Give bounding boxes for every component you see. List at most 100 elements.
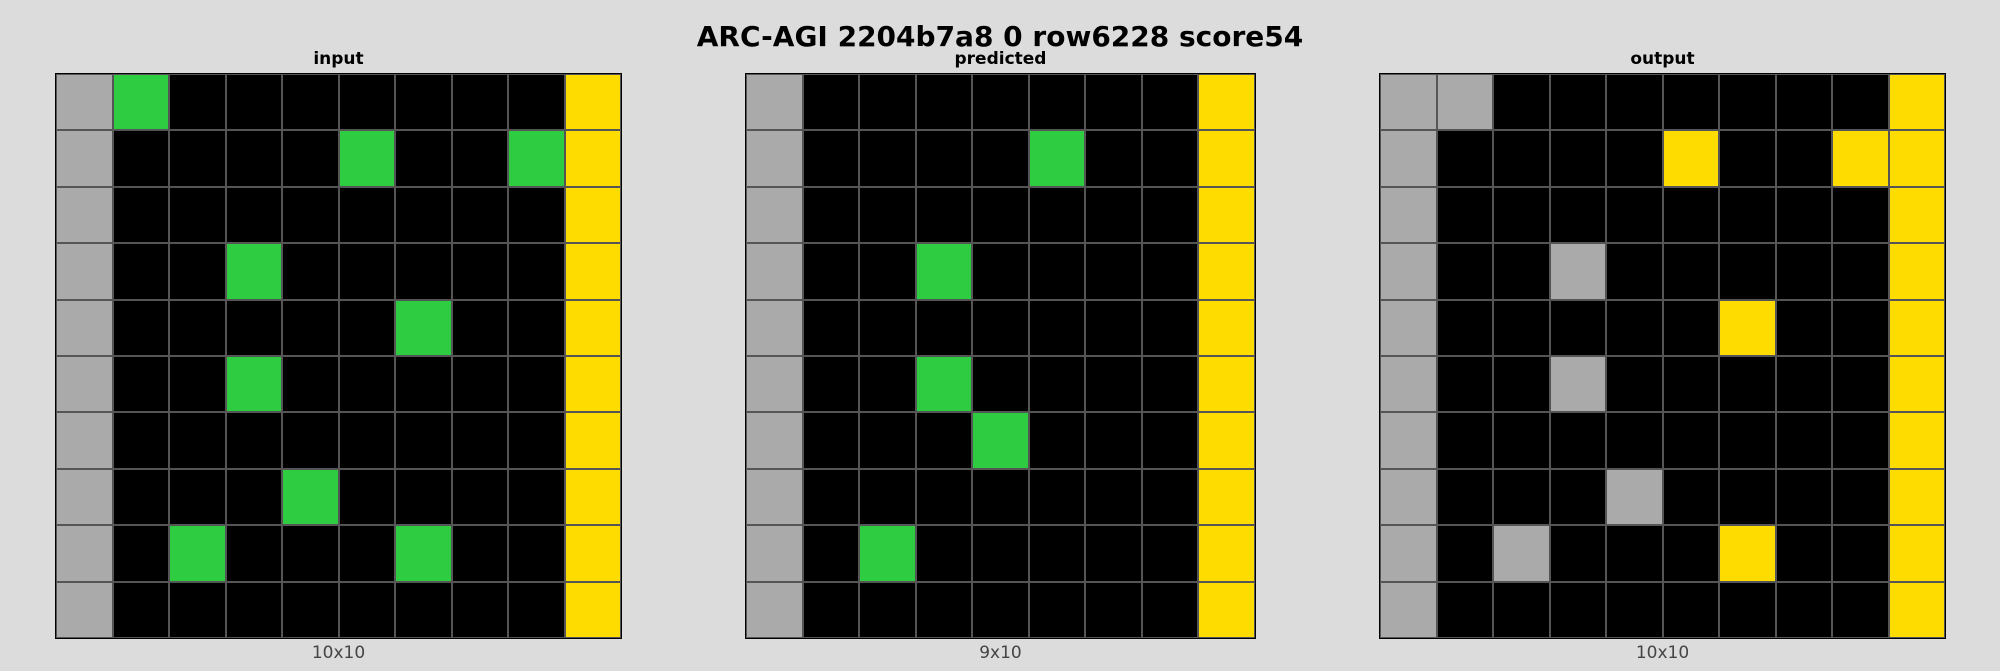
grid-cell [746,412,803,469]
grid-cell [395,74,452,131]
grid-cell [1028,243,1086,300]
grid-cell [1606,186,1663,244]
grid-cell [112,74,169,131]
grid-cell [1775,525,1832,582]
grid-cell [338,412,395,469]
grid-cell [1662,356,1719,413]
grid-cell [746,130,803,187]
grid-cell [282,130,339,187]
grid-cell [225,525,282,582]
grid-cell [1380,356,1437,413]
grid-cell [1028,130,1086,187]
grid-cell [508,581,565,638]
grid-cell [225,468,282,526]
grid-cell [1493,186,1550,244]
grid-cell [451,468,508,526]
grid-cell [1028,299,1086,356]
grid-cell [1198,130,1255,187]
grid-cell [1606,243,1663,300]
grid-cell [1549,74,1606,131]
grid-cell [225,356,282,413]
grid-cell [1028,468,1086,526]
grid-cell [1198,581,1255,638]
grid-cell [564,356,621,413]
grid-cell [282,581,339,638]
grid-cell [746,581,803,638]
grid-cell [1028,74,1086,131]
grid-cell [915,525,973,582]
grid-cell [225,74,282,131]
grid-cell [225,130,282,187]
grid-cell [112,412,169,469]
grid-cell [169,243,226,300]
grid-cell [1662,74,1719,131]
panel-title-output: output [1630,49,1695,69]
grid-cell [508,412,565,469]
grid-cell [972,581,1029,638]
grid-cell [1141,74,1199,131]
dims-output: 10x10 [1635,643,1690,663]
grid-cell [338,299,395,356]
grid-cell [169,130,226,187]
grid-cell [1436,186,1493,244]
grid-cell [1888,243,1945,300]
grid-cell [282,299,339,356]
grid-cell [1493,581,1550,638]
grid-cell [1141,356,1199,413]
grid-cell [282,412,339,469]
grid-cell [282,186,339,244]
grid-cell [915,581,973,638]
grid-cell [508,186,565,244]
grid-cell [1141,468,1199,526]
grid-cell [746,186,803,244]
grid-cell [1085,412,1142,469]
grid-cell [859,299,916,356]
grid-cell [112,525,169,582]
grid-cell [169,412,226,469]
grid-cell [746,525,803,582]
grid-cell [1549,525,1606,582]
grid-cell [225,186,282,244]
grid-cell [1198,299,1255,356]
grid-cell [1662,299,1719,356]
grid-cell [112,130,169,187]
grid-cell [802,130,860,187]
grid-cell [1380,186,1437,244]
grid-cell [1380,525,1437,582]
grid-cell [508,525,565,582]
grid-cell [1662,186,1719,244]
grid-cell [1719,186,1776,244]
grid-cell [1719,299,1776,356]
grid-cell [915,186,973,244]
grid-input [55,73,622,639]
grid-cell [1832,468,1889,526]
grid-output [1379,73,1946,639]
grid-cell [1085,356,1142,413]
grid-cell [1436,130,1493,187]
grid-cell [1775,130,1832,187]
dims-predicted: 9x10 [979,643,1022,663]
grid-cell [972,186,1029,244]
grid-cell [859,581,916,638]
grid-cell [802,525,860,582]
grid-cell [915,130,973,187]
grid-cell [1141,525,1199,582]
grid-cell [1198,525,1255,582]
grid-cell [1028,412,1086,469]
grid-cell [1141,412,1199,469]
grid-cell [1662,412,1719,469]
grid-cell [915,299,973,356]
grid-cell [802,299,860,356]
grid-cell [1028,186,1086,244]
grid-cell [746,468,803,526]
grid-cell [1141,299,1199,356]
grid-cell [1028,525,1086,582]
grid-cell [1832,525,1889,582]
grid-cell [915,74,973,131]
grid-cell [169,74,226,131]
grid-cell [1888,130,1945,187]
grid-cell [338,525,395,582]
grid-cell [859,186,916,244]
grid-cell [1549,299,1606,356]
grid-cell [1198,468,1255,526]
